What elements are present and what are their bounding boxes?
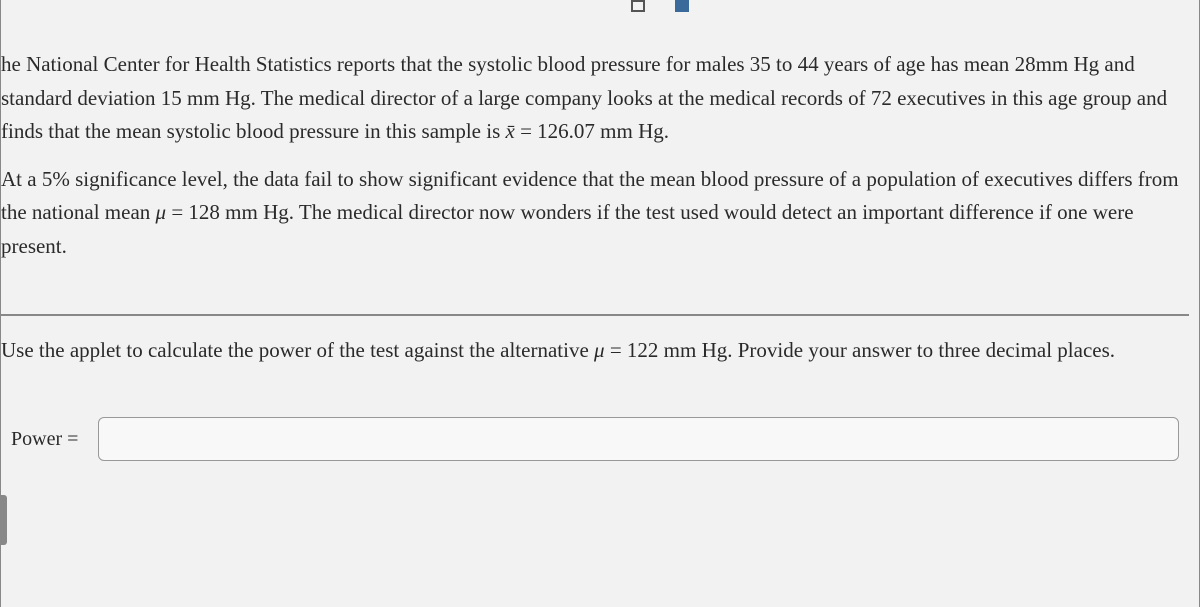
checkbox-icon[interactable] bbox=[631, 0, 645, 12]
mu-symbol-1: μ bbox=[156, 200, 167, 224]
answer-row: Power = bbox=[1, 417, 1189, 461]
top-toolbar-fragment bbox=[1, 0, 1199, 18]
question-paragraph: Use the applet to calculate the power of… bbox=[1, 334, 1189, 368]
p1-text-d: = 126.07 mm Hg. bbox=[515, 119, 669, 143]
p1-text-a: he National Center for Health Statistics… bbox=[1, 52, 1015, 76]
p2-text-c: = 128 mm Hg. The medical director now wo… bbox=[166, 200, 837, 224]
xbar-symbol: x̄ bbox=[506, 119, 515, 143]
filled-box-icon[interactable] bbox=[675, 0, 689, 12]
problem-paragraph-1: he National Center for Health Statistics… bbox=[1, 48, 1189, 149]
q-text-b: = 122 mm Hg. Provide your answer to thre… bbox=[605, 338, 986, 362]
p2-text-a: At a 5% significance level, the data fai… bbox=[1, 167, 984, 191]
q-text-a: Use the applet to calculate the power of… bbox=[1, 338, 594, 362]
question-page: he National Center for Health Statistics… bbox=[0, 0, 1200, 607]
content-area: he National Center for Health Statistics… bbox=[1, 18, 1199, 471]
answer-label: Power = bbox=[11, 428, 78, 451]
top-icons-group bbox=[631, 0, 689, 12]
q-text-c: decimal places. bbox=[986, 338, 1115, 362]
left-margin-tab-icon bbox=[1, 495, 7, 545]
mu-symbol-2: μ bbox=[594, 338, 605, 362]
power-input[interactable] bbox=[98, 417, 1179, 461]
question-section: Use the applet to calculate the power of… bbox=[1, 314, 1189, 462]
problem-paragraph-2: At a 5% significance level, the data fai… bbox=[1, 163, 1189, 264]
